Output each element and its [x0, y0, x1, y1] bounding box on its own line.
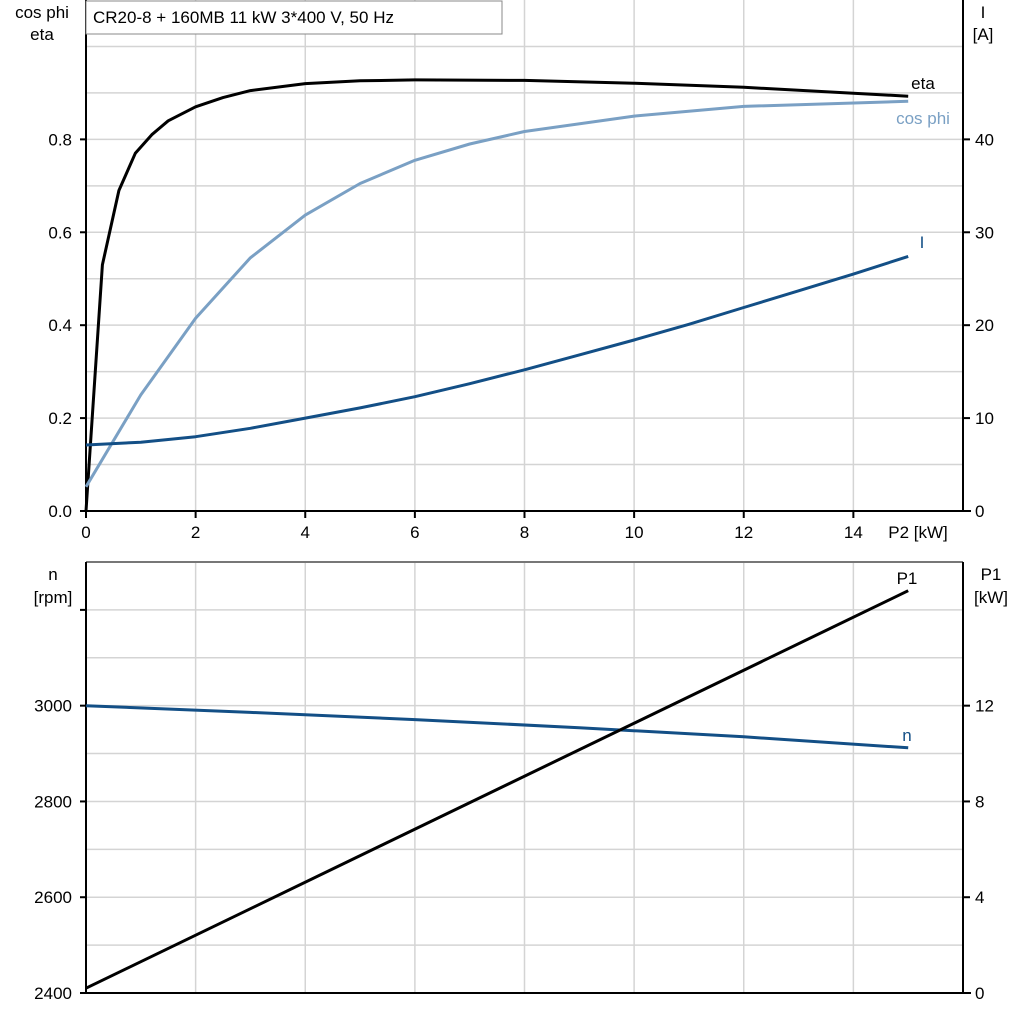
label-n: n [902, 726, 911, 745]
left-tick-label: 2800 [34, 792, 72, 811]
label-P1: P1 [897, 569, 918, 588]
right-axis-label-A: [A] [973, 25, 994, 44]
right-tick-label: 30 [975, 223, 994, 242]
x-tick-label: 2 [191, 523, 200, 542]
left-tick-label: 0.0 [48, 502, 72, 521]
left-tick-label: 3000 [34, 697, 72, 716]
chart-title: CR20-8 + 160MB 11 kW 3*400 V, 50 Hz [93, 8, 394, 27]
right-axis-label-P1: P1 [981, 565, 1002, 584]
left-tick-label: 0.2 [48, 409, 72, 428]
right-tick-label: 12 [975, 697, 994, 716]
left-tick-label: 2600 [34, 888, 72, 907]
x-tick-label: 12 [734, 523, 753, 542]
right-tick-label: 4 [975, 888, 984, 907]
title-box [85, 0, 503, 35]
x-tick-label: 4 [301, 523, 310, 542]
axes: 0.00.20.40.60.80102030402400260028003000… [34, 0, 994, 1003]
left-tick-label: 0.4 [48, 316, 72, 335]
right-tick-label: 20 [975, 316, 994, 335]
series [84, 78, 909, 990]
right-tick-label: 8 [975, 792, 984, 811]
x-axis-label: P2 [kW] [888, 523, 948, 542]
label-eta: eta [911, 74, 935, 93]
left-axis-label-n: n [48, 565, 57, 584]
series-n [85, 704, 909, 750]
left-axis-label-eta: eta [30, 25, 54, 44]
series-I [85, 254, 909, 447]
left-axis-label-cosphi: cos phi [15, 3, 69, 22]
right-tick-label: 10 [975, 409, 994, 428]
x-tick-label: 14 [844, 523, 863, 542]
grid-bottom [86, 562, 963, 993]
x-tick-label: 8 [520, 523, 529, 542]
series-eta [84, 78, 909, 512]
series-P1 [85, 589, 909, 990]
label-I: I [920, 233, 925, 252]
label-cos-phi: cos phi [896, 109, 950, 128]
x-tick-label: 6 [410, 523, 419, 542]
x-tick-label: 0 [81, 523, 90, 542]
left-tick-label: 0.8 [48, 130, 72, 149]
right-tick-label: 40 [975, 130, 994, 149]
left-tick-label: 2400 [34, 984, 72, 1003]
right-tick-label: 0 [975, 984, 984, 1003]
left-tick-label: 0.6 [48, 223, 72, 242]
right-axis-label-I: I [981, 3, 986, 22]
x-tick-label: 10 [625, 523, 644, 542]
right-axis-label-kW: [kW] [974, 588, 1008, 607]
left-axis-label-rpm: [rpm] [34, 588, 73, 607]
right-tick-label: 0 [975, 502, 984, 521]
series-cos-phi [84, 99, 909, 488]
